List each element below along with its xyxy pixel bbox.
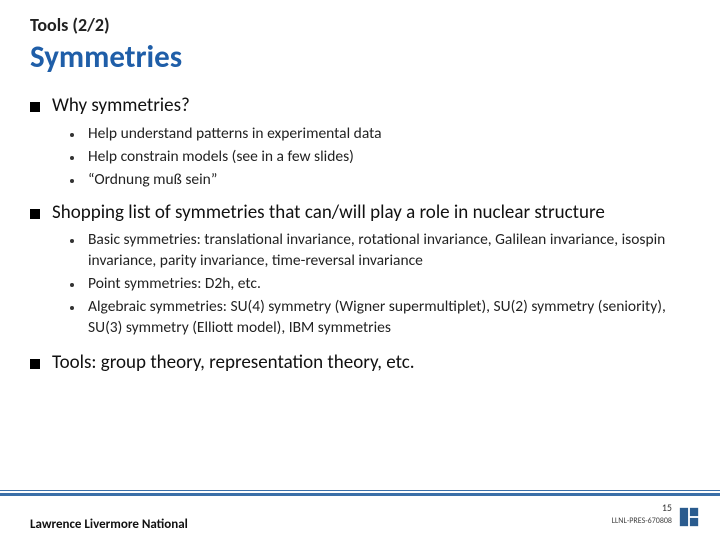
list-item: Help constrain models (see in a few slid… bbox=[70, 147, 690, 168]
list-item: Point symmetries: D2h, etc. bbox=[70, 274, 690, 295]
section-heading-1: Why symmetries? bbox=[30, 94, 690, 118]
footer-divider bbox=[0, 493, 720, 496]
list-item-text: Help constrain models (see in a few slid… bbox=[88, 147, 354, 168]
section-1-items: Help understand patterns in experimental… bbox=[70, 124, 690, 191]
section-heading-3: Tools: group theory, representation theo… bbox=[30, 351, 690, 375]
footer-divider-thin bbox=[0, 490, 720, 491]
pretitle: Tools (2/2) bbox=[30, 14, 690, 36]
list-item: Help understand patterns in experimental… bbox=[70, 124, 690, 145]
footer-org: Lawrence Livermore National bbox=[30, 518, 188, 532]
page-number: 15 bbox=[662, 501, 672, 514]
list-item: “Ordnung muß sein” bbox=[70, 170, 690, 191]
content-body: Why symmetries? Help understand patterns… bbox=[30, 94, 690, 375]
list-item: Basic symmetries: translational invarian… bbox=[70, 230, 690, 272]
section-heading-text: Shopping list of symmetries that can/wil… bbox=[52, 201, 605, 225]
square-bullet-icon bbox=[30, 359, 40, 369]
footer-code: LLNL-PRES-670808 bbox=[612, 516, 672, 526]
section-heading-2: Shopping list of symmetries that can/wil… bbox=[30, 201, 690, 225]
dot-bullet-icon bbox=[70, 156, 74, 160]
slide: Tools (2/2) Symmetries Why symmetries? H… bbox=[0, 0, 720, 540]
square-bullet-icon bbox=[30, 209, 40, 219]
list-item-text: Algebraic symmetries: SU(4) symmetry (Wi… bbox=[88, 297, 690, 339]
square-bullet-icon bbox=[30, 102, 40, 112]
section-2-items: Basic symmetries: translational invarian… bbox=[70, 230, 690, 339]
list-item-text: Point symmetries: D2h, etc. bbox=[88, 274, 261, 295]
dot-bullet-icon bbox=[70, 133, 74, 137]
dot-bullet-icon bbox=[70, 283, 74, 287]
dot-bullet-icon bbox=[70, 179, 74, 183]
list-item-text: Help understand patterns in experimental… bbox=[88, 124, 382, 145]
section-heading-text: Why symmetries? bbox=[52, 94, 190, 118]
list-item-text: Basic symmetries: translational invarian… bbox=[88, 230, 690, 272]
dot-bullet-icon bbox=[70, 239, 74, 243]
section-heading-text: Tools: group theory, representation theo… bbox=[52, 351, 415, 375]
llnl-logo-icon bbox=[678, 506, 700, 528]
dot-bullet-icon bbox=[70, 306, 74, 310]
list-item: Algebraic symmetries: SU(4) symmetry (Wi… bbox=[70, 297, 690, 339]
list-item-text: “Ordnung muß sein” bbox=[88, 170, 217, 191]
slide-title: Symmetries bbox=[30, 38, 690, 76]
